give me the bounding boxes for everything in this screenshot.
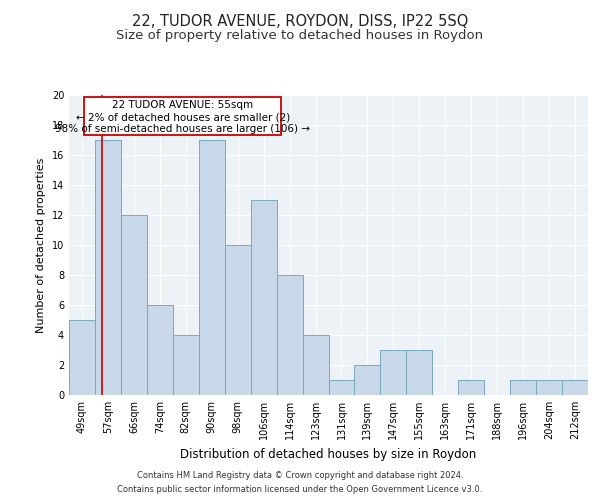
- Text: 98% of semi-detached houses are larger (106) →: 98% of semi-detached houses are larger (…: [55, 124, 310, 134]
- Text: Contains public sector information licensed under the Open Government Licence v3: Contains public sector information licen…: [118, 484, 482, 494]
- Bar: [380, 350, 406, 395]
- Bar: [329, 380, 355, 395]
- Bar: [199, 140, 224, 395]
- Text: 22, TUDOR AVENUE, ROYDON, DISS, IP22 5SQ: 22, TUDOR AVENUE, ROYDON, DISS, IP22 5SQ: [132, 14, 468, 29]
- FancyBboxPatch shape: [84, 96, 281, 134]
- Bar: [251, 200, 277, 395]
- Bar: [458, 380, 484, 395]
- Bar: [69, 320, 95, 395]
- Bar: [121, 215, 147, 395]
- Y-axis label: Number of detached properties: Number of detached properties: [36, 158, 46, 332]
- Text: Size of property relative to detached houses in Roydon: Size of property relative to detached ho…: [116, 28, 484, 42]
- Bar: [355, 365, 380, 395]
- Bar: [277, 275, 302, 395]
- Bar: [536, 380, 562, 395]
- Text: Contains HM Land Registry data © Crown copyright and database right 2024.: Contains HM Land Registry data © Crown c…: [137, 472, 463, 480]
- Bar: [510, 380, 536, 395]
- X-axis label: Distribution of detached houses by size in Roydon: Distribution of detached houses by size …: [181, 448, 476, 460]
- Bar: [225, 245, 251, 395]
- Bar: [406, 350, 432, 395]
- Bar: [173, 335, 199, 395]
- Text: ← 2% of detached houses are smaller (2): ← 2% of detached houses are smaller (2): [76, 112, 290, 122]
- Bar: [302, 335, 329, 395]
- Bar: [562, 380, 588, 395]
- Bar: [95, 140, 121, 395]
- Bar: [147, 305, 173, 395]
- Text: 22 TUDOR AVENUE: 55sqm: 22 TUDOR AVENUE: 55sqm: [112, 100, 253, 110]
